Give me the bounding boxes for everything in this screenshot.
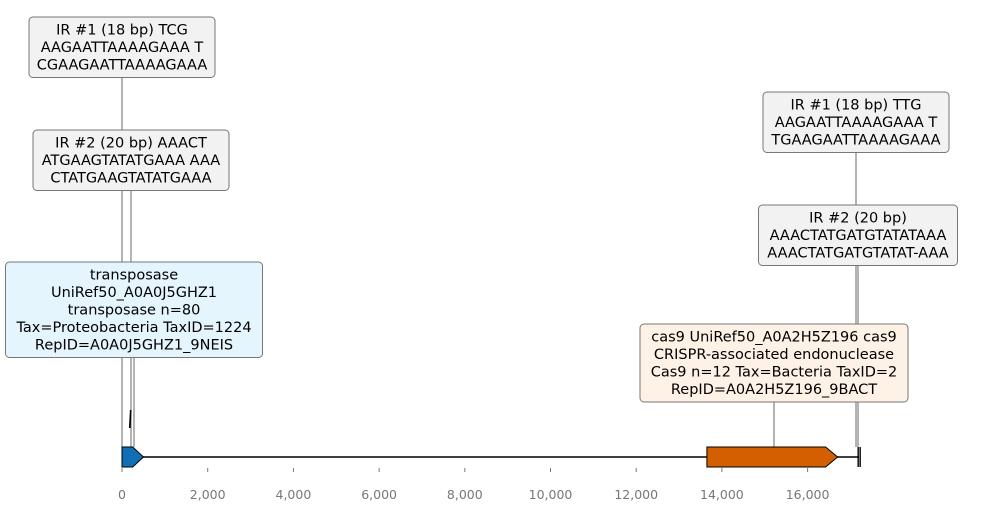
transposase-label-line: RepID=A0A0J5GHZ1_9NEIS [35,338,233,354]
cas9-label-box: cas9 UniRef50_A0A2H5Z196 cas9CRISPR-asso… [639,323,909,403]
x-tick-label: 10,000 [529,487,573,502]
ir2-right-box: IR #2 (20 bp)AAACTATGATGTATATAAA AAACTATG… [758,204,958,266]
ir1-left-line: IR #1 (18 bp) TCG [56,23,188,39]
cas9-label-line: CRISPR-associated endonuclease [654,347,894,363]
ir-left-small-marker [128,409,132,429]
transposase-label-line: transposase [90,268,178,284]
ir2-left-line: ATGAAGTATATGAAA AAA [42,153,221,169]
x-tick-label: 0 [118,487,126,502]
transposase-label-line: Tax=Proteobacteria TaxID=1224 [15,320,251,336]
ir2-left-line: CTATGAAGTATATGAAA [50,171,211,187]
ir2-left-box-bg [32,129,230,191]
ir2-right-box-bg [758,204,958,266]
ir2-right-line: AAACTATGATGTATATAAA [770,228,947,244]
ir1-right-line: AAGAATTAAAAGAAA T [775,115,938,131]
x-tick-label: 6,000 [361,487,397,502]
transposase-label-line: UniRef50_A0A0J5GHZ1 [51,285,217,301]
ir1-right-line: TGAAGAATTAAAAGAAA [770,133,940,149]
transposase-label-line: transposase n=80 [68,303,201,319]
ir2-right-line: AAACTATGATGTATAT-AAA [767,246,949,262]
cas9-label-line: cas9 UniRef50_A0A2H5Z196 cas9 [651,330,897,346]
x-tick-label: 4,000 [276,487,312,502]
transposase-label-box-bg [5,261,263,358]
x-tick-label: 16,000 [786,487,830,502]
x-axis: 0 2,000 4,000 6,000 8,000 10,000 12,000 14,000 1… [118,468,830,502]
x-tick-label: 2,000 [190,487,226,502]
x-tick-label: 14,000 [700,487,744,502]
cas9-label-line: RepID=A0A2H5Z196_9BACT [671,382,877,398]
x-tick-label: 12,000 [614,487,658,502]
ir2-left-line: IR #2 (20 bp) AAACT [55,136,207,152]
ir1-left-box-bg [28,16,216,78]
genome-track [121,409,861,468]
cas9-label-box-bg [639,323,909,403]
ir2-right-line: IR #2 (20 bp) [809,211,907,227]
ir1-left-line: AAGAATTAAAAGAAA T [41,40,204,56]
ir1-left-line: CGAAGAATTAAAAGAAA [37,58,208,74]
cas9-gene-arrow [706,446,839,468]
x-tick-label: 8,000 [447,487,483,502]
transposase-gene-arrow [121,446,145,468]
cas9-label-line: Cas9 n=12 Tax=Bacteria TaxID=2 [651,365,898,381]
ir1-right-line: IR #1 (18 bp) TTG [790,98,921,114]
ir1-right-box-bg [762,91,950,153]
